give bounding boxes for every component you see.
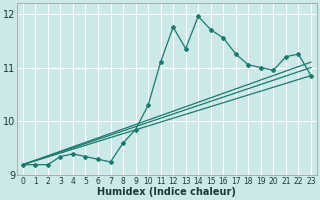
X-axis label: Humidex (Indice chaleur): Humidex (Indice chaleur) — [98, 187, 236, 197]
